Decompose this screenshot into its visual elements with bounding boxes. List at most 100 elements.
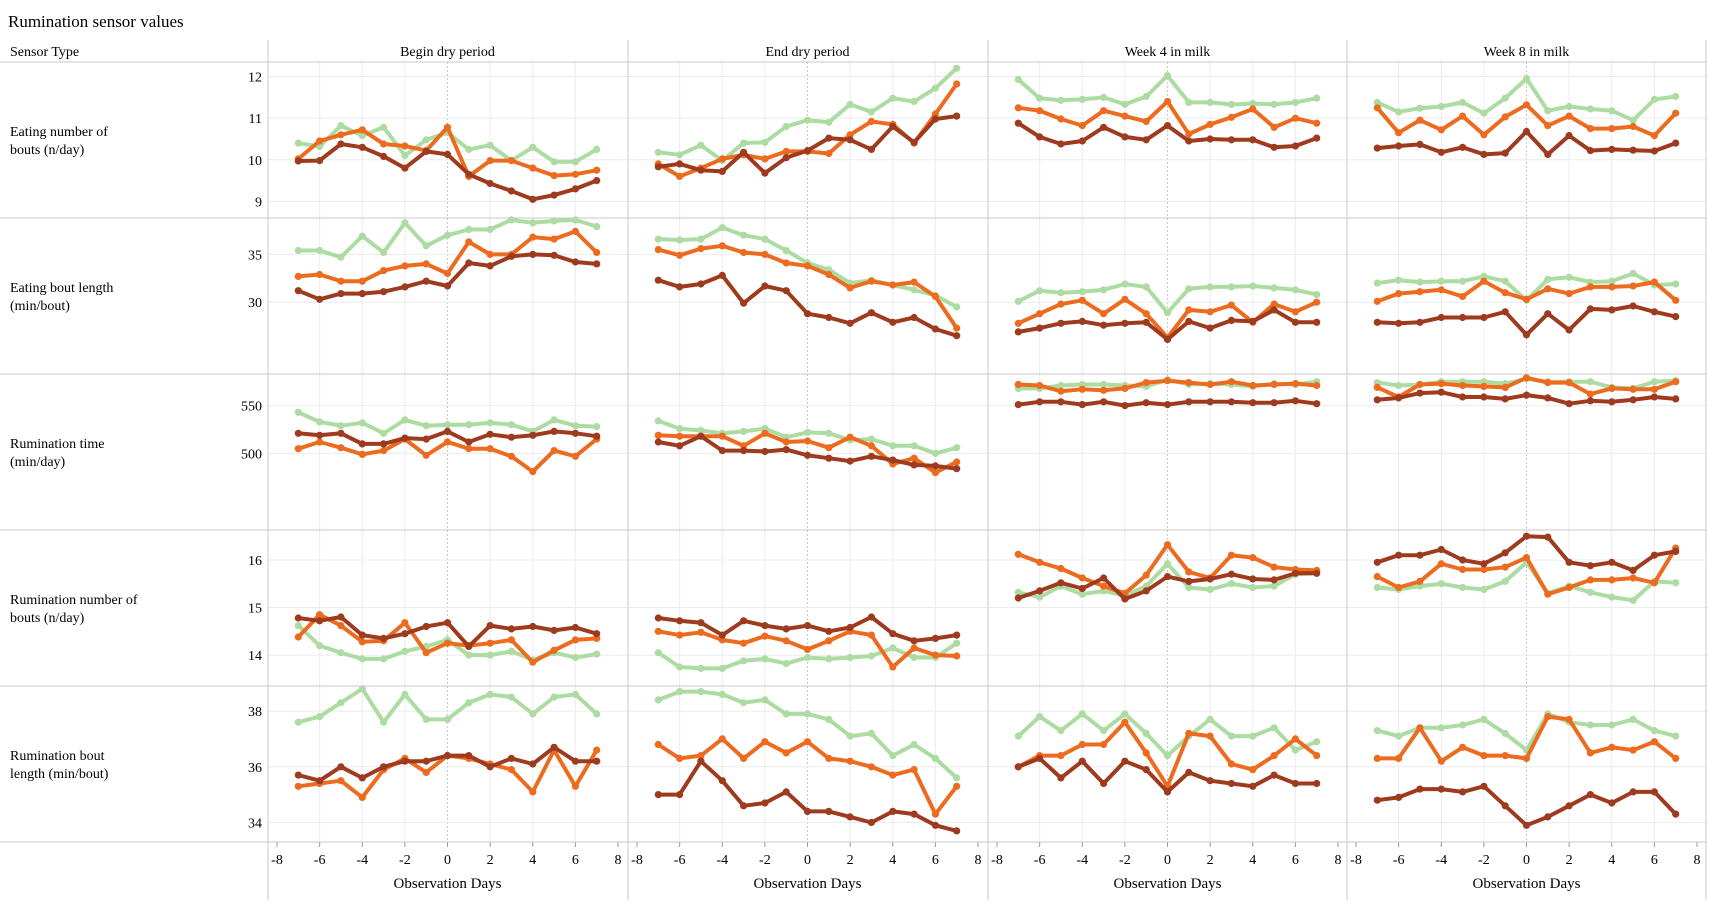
- data-point-dark: [571, 623, 580, 632]
- x-tick-label: 4: [889, 853, 896, 868]
- data-point-orange: [593, 248, 601, 257]
- data-point-orange: [1227, 301, 1235, 309]
- data-point-green: [846, 732, 854, 740]
- data-point-dark: [401, 630, 409, 638]
- x-tick-label: 2: [1207, 853, 1214, 868]
- data-point-orange: [1395, 754, 1403, 763]
- data-point-dark: [1395, 142, 1403, 150]
- data-point-orange: [529, 468, 537, 476]
- data-point-orange: [380, 447, 388, 455]
- data-point-dark: [889, 630, 897, 638]
- data-point-orange: [1142, 117, 1150, 126]
- y-tick-label: 38: [248, 705, 262, 720]
- data-point-orange: [571, 170, 580, 178]
- data-point-orange: [761, 250, 769, 258]
- data-point-orange: [761, 429, 769, 437]
- data-point-green: [465, 225, 473, 234]
- data-point-dark: [529, 622, 537, 631]
- data-point-green: [1629, 269, 1637, 278]
- data-point-dark: [1544, 533, 1552, 541]
- data-point-dark: [1586, 147, 1594, 155]
- data-point-orange: [550, 447, 558, 455]
- data-point-green: [825, 118, 833, 126]
- data-point-orange: [803, 262, 812, 270]
- data-point-dark: [931, 462, 940, 470]
- data-point-dark: [846, 457, 854, 465]
- data-point-dark: [1586, 791, 1594, 799]
- data-point-orange: [1416, 288, 1424, 296]
- row-label: Rumination bout length (min/bout): [10, 749, 109, 782]
- data-point-green: [337, 422, 345, 430]
- data-point-orange: [593, 166, 601, 174]
- data-point-green: [1291, 98, 1299, 106]
- data-point-green: [486, 419, 494, 427]
- data-point-orange: [1036, 310, 1044, 318]
- data-point-orange: [654, 246, 662, 254]
- data-point-green: [1163, 560, 1172, 568]
- data-point-orange: [1373, 754, 1381, 763]
- data-point-green: [1672, 92, 1680, 101]
- data-point-orange: [550, 172, 558, 180]
- data-point-green: [550, 217, 558, 225]
- data-point-green: [1291, 286, 1299, 294]
- data-point-dark: [740, 299, 748, 307]
- x-tick-label: -4: [1435, 853, 1447, 868]
- data-point-green: [422, 136, 430, 144]
- data-point-orange: [422, 451, 430, 459]
- data-point-dark: [294, 157, 302, 165]
- data-point-orange: [1672, 109, 1680, 117]
- data-point-dark: [889, 318, 897, 326]
- data-point-dark: [1014, 763, 1022, 771]
- data-point-dark: [1227, 570, 1235, 578]
- data-point-dark: [953, 631, 961, 639]
- x-tick-label: 6: [932, 853, 939, 868]
- data-point-orange: [1544, 285, 1552, 293]
- data-point-green: [593, 423, 601, 431]
- data-point-orange: [1185, 306, 1193, 314]
- data-point-orange: [1313, 381, 1321, 390]
- data-point-green: [1249, 583, 1257, 592]
- data-point-dark: [1227, 316, 1235, 324]
- data-point-dark: [1142, 399, 1150, 407]
- data-point-orange: [1480, 131, 1488, 139]
- data-point-orange: [1501, 563, 1509, 571]
- x-tick-label: 4: [1249, 853, 1256, 868]
- data-point-orange: [1100, 582, 1108, 590]
- data-point-dark: [1608, 398, 1616, 406]
- data-point-green: [1395, 276, 1403, 284]
- data-point-green: [1395, 108, 1403, 116]
- data-point-dark: [1142, 766, 1150, 774]
- data-point-green: [1459, 277, 1467, 285]
- data-point-green: [953, 774, 961, 782]
- data-point-dark: [358, 440, 366, 448]
- data-point-orange: [953, 80, 961, 88]
- data-point-orange: [1586, 125, 1594, 133]
- data-point-dark: [529, 250, 537, 258]
- data-point-green: [1459, 721, 1467, 729]
- x-axis-label: Observation Days: [394, 876, 502, 892]
- data-point-dark: [401, 283, 409, 291]
- data-point-dark: [1206, 575, 1214, 583]
- data-point-dark: [1270, 576, 1278, 584]
- row-header: Sensor Type: [10, 45, 79, 60]
- data-point-dark: [931, 634, 940, 643]
- data-point-green: [316, 642, 324, 650]
- data-point-dark: [1206, 777, 1214, 785]
- data-point-green: [1206, 585, 1214, 594]
- data-point-dark: [1078, 317, 1086, 325]
- data-point-dark: [316, 157, 324, 165]
- data-point-dark: [697, 619, 705, 627]
- data-point-dark: [529, 760, 537, 768]
- data-point-green: [1395, 381, 1403, 390]
- data-point-dark: [846, 319, 854, 327]
- y-tick-label: 35: [248, 248, 262, 263]
- data-point-dark: [316, 295, 324, 303]
- data-point-dark: [486, 179, 494, 188]
- data-point-orange: [654, 740, 662, 749]
- data-point-dark: [1437, 545, 1445, 554]
- data-point-dark: [358, 774, 366, 782]
- x-tick-label: -4: [356, 853, 368, 868]
- data-point-dark: [1249, 575, 1257, 583]
- data-point-dark: [1163, 573, 1172, 581]
- y-tick-label: 12: [248, 71, 262, 86]
